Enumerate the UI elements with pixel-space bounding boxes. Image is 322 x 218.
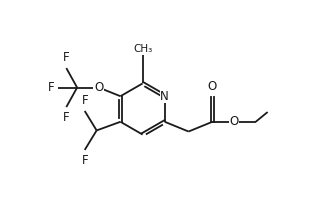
Text: N: N	[160, 90, 169, 103]
Text: F: F	[48, 81, 54, 94]
Text: O: O	[208, 80, 217, 93]
Text: F: F	[81, 154, 88, 167]
Text: O: O	[229, 115, 239, 128]
Text: F: F	[81, 94, 88, 107]
Text: F: F	[63, 111, 70, 124]
Text: O: O	[94, 81, 103, 94]
Text: CH₃: CH₃	[133, 44, 152, 54]
Text: F: F	[63, 51, 70, 64]
